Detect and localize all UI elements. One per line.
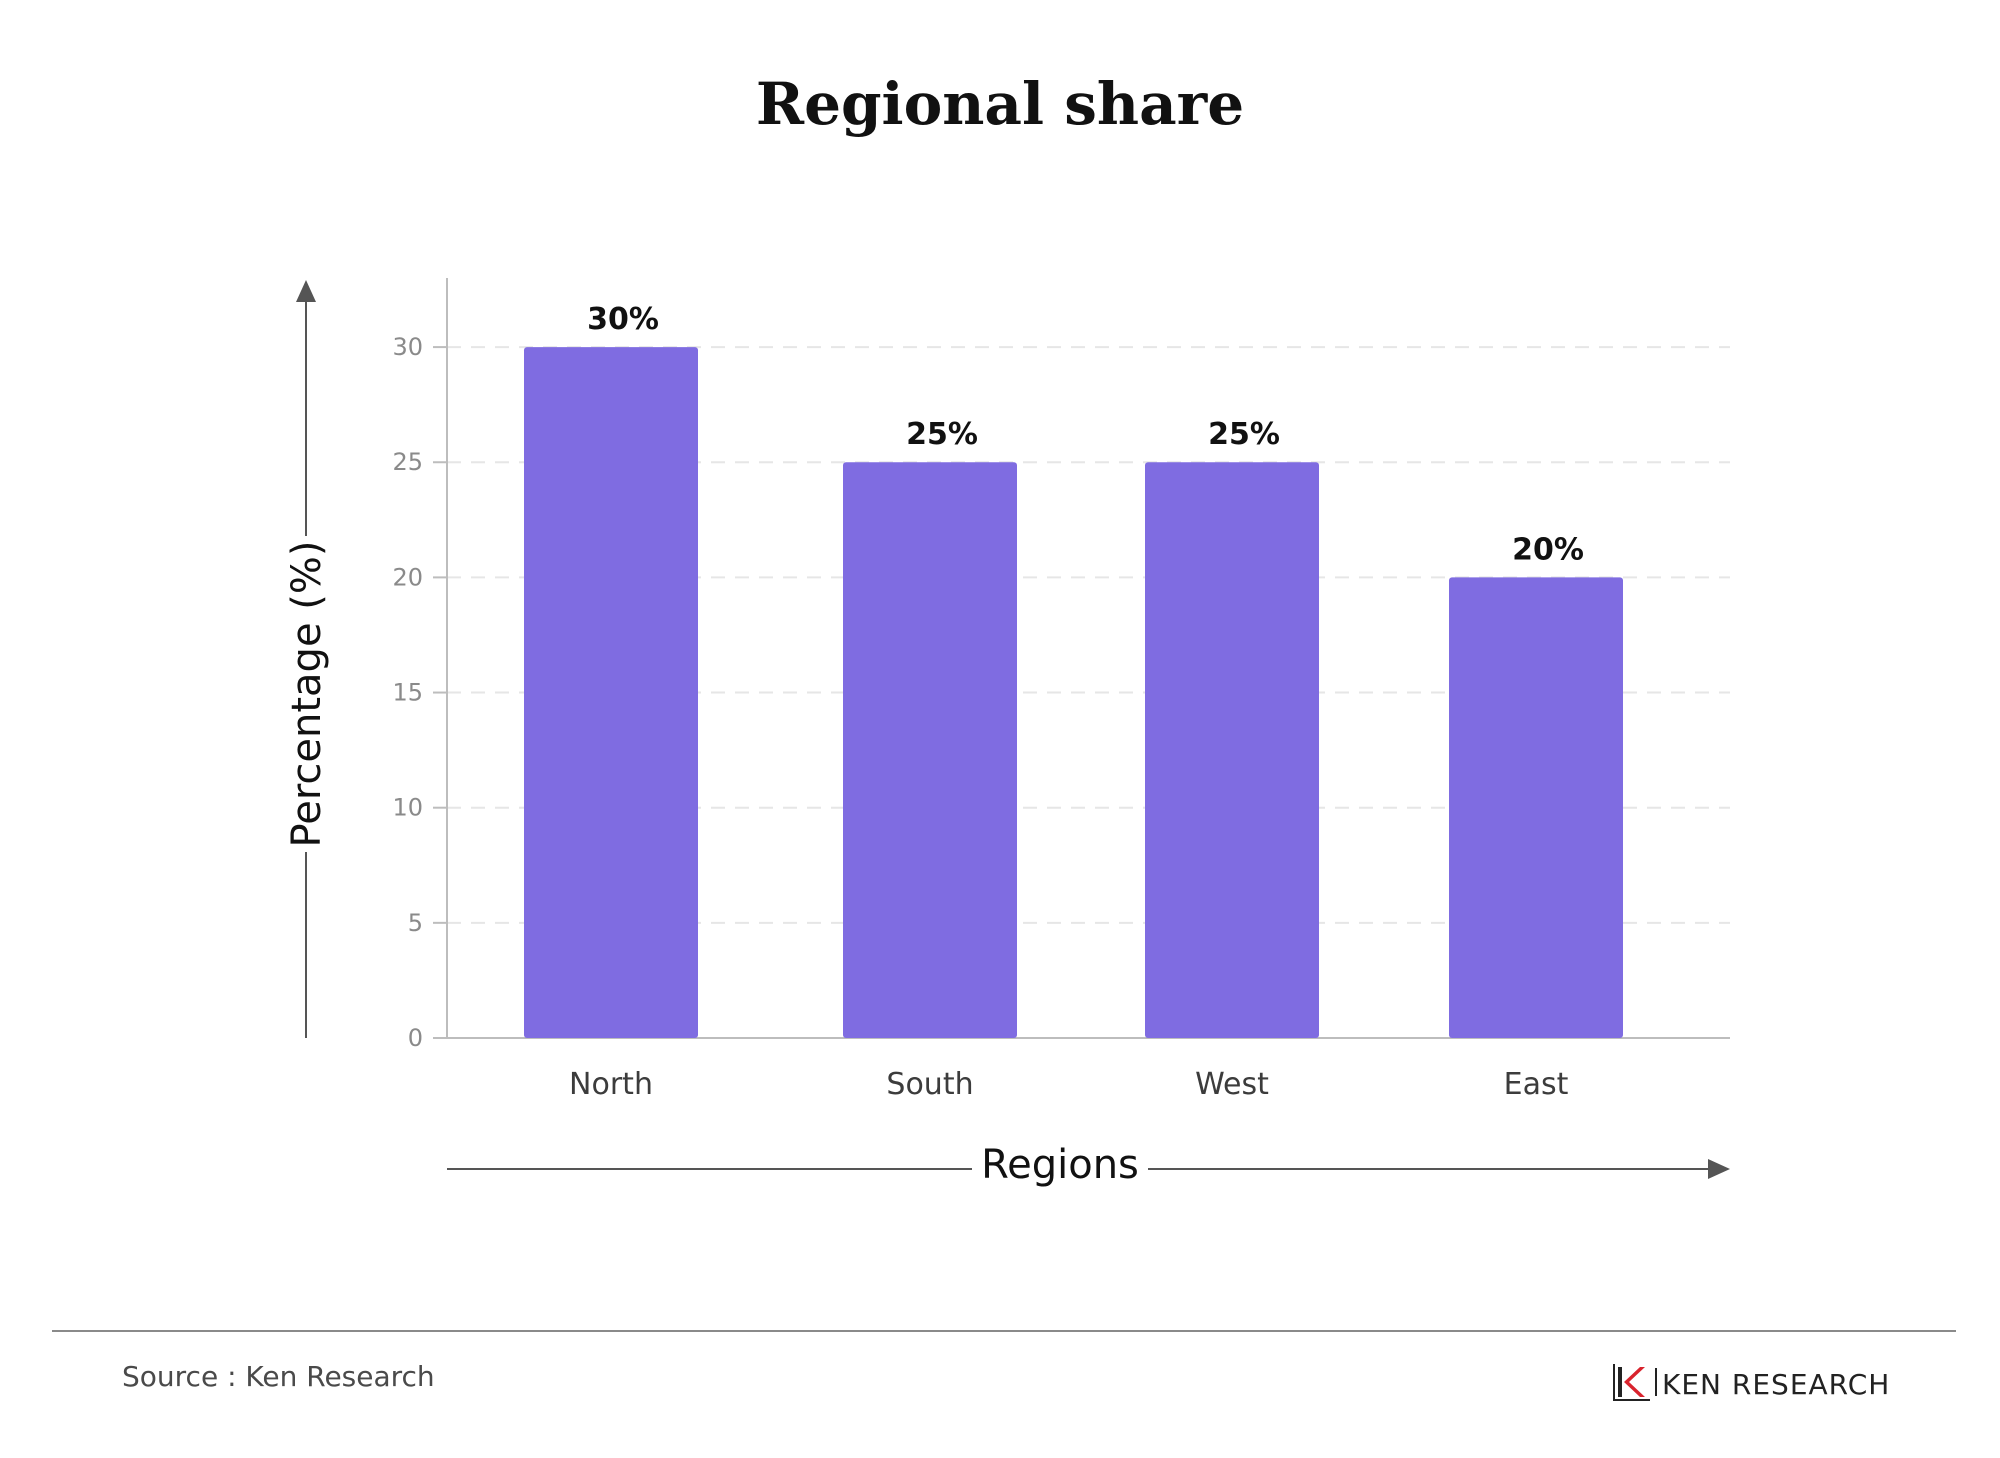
y-tick-label: 30	[392, 333, 423, 361]
ken-research-logo: KEN RESEARCH	[1613, 1364, 1890, 1401]
value-label-east: 20%	[1512, 532, 1584, 567]
arrow-up-icon	[296, 280, 316, 302]
value-label-west: 25%	[1208, 417, 1280, 452]
value-label-south: 25%	[906, 417, 978, 452]
category-label-east: East	[1504, 1067, 1569, 1102]
y-axis-arrow	[296, 280, 316, 1038]
x-axis-arrow	[447, 1159, 1730, 1179]
ken-logo-icon	[1613, 1364, 1650, 1401]
chart-title: Regional share	[756, 70, 1244, 138]
bar-south	[843, 462, 1017, 1038]
category-label-north: North	[569, 1067, 653, 1102]
arrow-right-icon	[1708, 1159, 1730, 1179]
y-tick-labels: 0 5 10 15 20 25 30	[392, 333, 447, 1052]
y-tick-label: 25	[392, 448, 423, 476]
y-tick-label: 5	[408, 909, 423, 937]
y-tick-label: 10	[392, 794, 423, 822]
value-labels: 30% 25% 25% 20%	[587, 302, 1584, 567]
brand-name: KEN RESEARCH	[1662, 1368, 1890, 1401]
y-axis-title: Percentage (%)	[284, 541, 330, 848]
category-labels: North South West East	[569, 1067, 1569, 1102]
x-axis-title: Regions	[981, 1142, 1139, 1188]
y-tick-label: 15	[392, 679, 423, 707]
value-label-north: 30%	[587, 302, 659, 337]
bars	[524, 347, 1623, 1038]
category-label-west: West	[1195, 1067, 1269, 1102]
bar-north	[524, 347, 698, 1038]
bar-east	[1449, 577, 1623, 1038]
y-tick-label: 0	[408, 1024, 423, 1052]
category-label-south: South	[886, 1067, 973, 1102]
source-text: Source : Ken Research	[122, 1360, 435, 1393]
y-tick-label: 20	[392, 563, 423, 591]
bar-west	[1145, 462, 1319, 1038]
